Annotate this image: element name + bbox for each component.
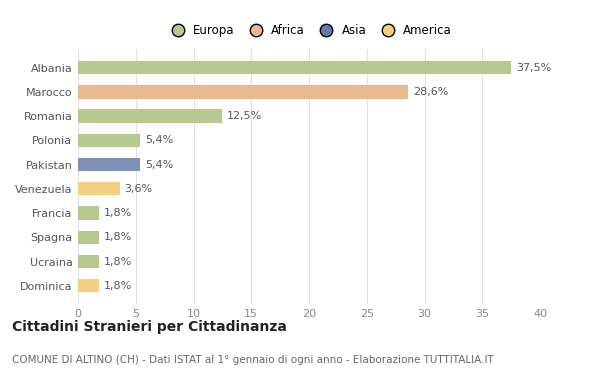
Text: 1,8%: 1,8%	[103, 281, 131, 291]
Text: 1,8%: 1,8%	[103, 256, 131, 266]
Text: 37,5%: 37,5%	[516, 63, 551, 73]
Bar	[78, 85, 409, 98]
Text: Cittadini Stranieri per Cittadinanza: Cittadini Stranieri per Cittadinanza	[12, 320, 287, 334]
Bar	[78, 182, 119, 195]
Bar	[78, 255, 99, 268]
Legend: Europa, Africa, Asia, America: Europa, Africa, Asia, America	[161, 20, 457, 42]
Text: 5,4%: 5,4%	[145, 135, 173, 145]
Bar	[78, 206, 99, 220]
Text: COMUNE DI ALTINO (CH) - Dati ISTAT al 1° gennaio di ogni anno - Elaborazione TUT: COMUNE DI ALTINO (CH) - Dati ISTAT al 1°…	[12, 355, 494, 365]
Text: 1,8%: 1,8%	[103, 208, 131, 218]
Bar	[78, 61, 511, 74]
Bar	[78, 158, 140, 171]
Text: 28,6%: 28,6%	[413, 87, 448, 97]
Text: 12,5%: 12,5%	[227, 111, 262, 121]
Bar	[78, 134, 140, 147]
Bar	[78, 231, 99, 244]
Text: 3,6%: 3,6%	[124, 184, 152, 194]
Bar	[78, 109, 223, 123]
Text: 5,4%: 5,4%	[145, 160, 173, 169]
Text: 1,8%: 1,8%	[103, 232, 131, 242]
Bar	[78, 279, 99, 293]
